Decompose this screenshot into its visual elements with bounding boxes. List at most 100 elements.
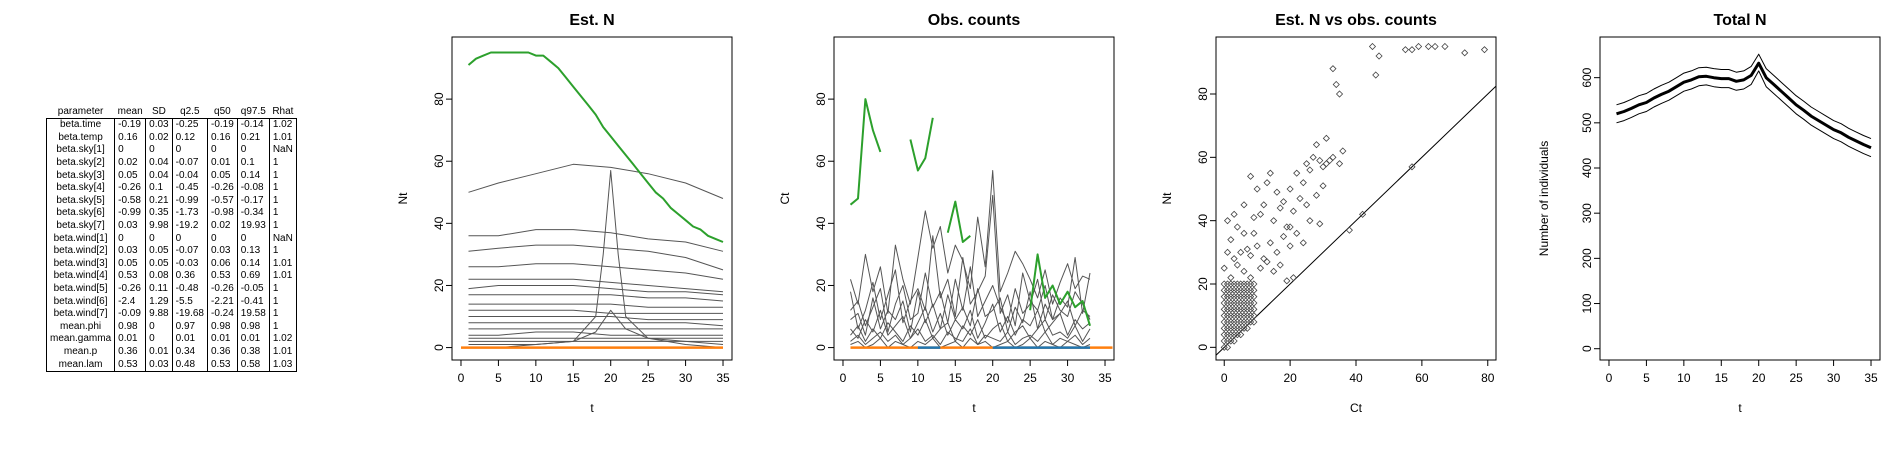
table-cell: 0.01 xyxy=(206,156,238,170)
scatter-point xyxy=(1227,274,1235,282)
scatter-point xyxy=(1306,166,1314,174)
table-cell: 0.01 xyxy=(145,345,173,359)
table-cell: -0.19 xyxy=(114,118,146,132)
table-cell: -0.41 xyxy=(236,295,270,308)
scatter-point xyxy=(1227,236,1235,244)
table-cell: -19.2 xyxy=(171,219,208,233)
scatter-point xyxy=(1223,299,1232,307)
scatter-point xyxy=(1223,312,1232,320)
scatter-point xyxy=(1220,331,1228,339)
scatter-point xyxy=(1299,239,1307,247)
scatter-point xyxy=(1250,229,1258,237)
table-cell: 0.98 xyxy=(114,320,146,334)
table-cell: 0.02 xyxy=(206,219,238,233)
scatter-point xyxy=(1250,312,1258,320)
table-row: mean.p 0.36 0.01 0.34 0.36 0.38 1.01 xyxy=(47,345,297,359)
y-tick-label: 20 xyxy=(1196,277,1210,291)
scatter-point xyxy=(1431,42,1439,51)
table-cell: -2.4 xyxy=(114,295,146,308)
scatter-point xyxy=(1237,248,1245,256)
parameter-name-cell: beta.wind[1] xyxy=(53,232,108,244)
table-cell: 0.48 xyxy=(171,358,208,372)
table-cell: 0 xyxy=(236,144,270,157)
table-cell: -0.98 xyxy=(206,207,238,220)
series-line xyxy=(468,303,723,308)
scatter-point xyxy=(1250,280,1258,288)
y-axis-label: Number of individuals xyxy=(1537,141,1551,256)
chart-title: Est. N xyxy=(569,12,614,29)
scatter-point xyxy=(1227,331,1235,339)
table-cell: 0.08 xyxy=(145,270,173,283)
scatter-point xyxy=(1319,182,1327,190)
table-cell: -1.73 xyxy=(171,207,208,220)
x-tick-label: 25 xyxy=(1023,371,1037,385)
table-cell: 0 xyxy=(171,144,208,157)
scatter-point xyxy=(1293,169,1301,177)
table-header-cell: mean xyxy=(117,106,143,117)
scatter-point xyxy=(1424,42,1433,51)
table-cell: 0.01 xyxy=(236,333,270,346)
scatter-point xyxy=(1322,134,1330,142)
table-cell: 0.53 xyxy=(114,358,146,372)
x-tick-label: 25 xyxy=(1789,371,1803,385)
table-cell: -0.24 xyxy=(206,307,238,321)
table-cell: -0.14 xyxy=(236,118,270,132)
scatter-point xyxy=(1326,156,1334,165)
scatter-point xyxy=(1250,293,1258,301)
scatter-point xyxy=(1332,80,1340,89)
scatter-point xyxy=(1230,255,1238,263)
y-tick-label: 60 xyxy=(814,154,828,168)
scatter-point xyxy=(1243,305,1251,313)
x-tick-label: 0 xyxy=(1221,371,1228,385)
table-cell: NaN xyxy=(268,144,297,157)
series-line xyxy=(468,278,724,293)
parameter-name-cell: beta.wind[4] xyxy=(53,270,108,282)
upper-ci-line xyxy=(1616,53,1872,140)
table-cell: 0 xyxy=(145,320,173,334)
series-line xyxy=(850,170,1091,314)
table-cell: -5.5 xyxy=(171,295,208,308)
series-line xyxy=(468,294,724,302)
scatter-point xyxy=(1253,242,1261,250)
scatter-point xyxy=(1339,147,1347,155)
est-n-vs-obs-counts-chart: Est. N vs obs. counts 0 20 40 60 80 0 20 40 60 80 C… xyxy=(1160,12,1497,415)
scatter-point xyxy=(1233,299,1241,307)
parameter-name-cell: beta.sky[4] xyxy=(56,182,105,194)
chart-title: Est. N vs obs. counts xyxy=(1275,12,1437,29)
x-tick-label: 20 xyxy=(1283,371,1297,385)
scatter-point xyxy=(1243,286,1251,294)
table-cell: -0.26 xyxy=(114,282,146,296)
scatter-point xyxy=(1247,305,1255,313)
scatter-point xyxy=(1316,220,1324,228)
table-cell: 1.02 xyxy=(268,118,297,132)
y-tick-label: 80 xyxy=(1196,87,1210,101)
table-cell: 0.69 xyxy=(236,270,270,283)
scatter-point xyxy=(1270,217,1278,225)
scatter-point xyxy=(1237,280,1245,288)
obs-counts-chart: Obs. counts 0 5 10 15 20 25 30 35 0 20 40 60 80 t Ct xyxy=(778,12,1115,415)
table-cell: -0.17 xyxy=(236,194,270,208)
table-cell: 0 xyxy=(114,232,146,245)
x-axis-label: t xyxy=(590,401,594,415)
scatter-point xyxy=(1372,71,1380,79)
scatter-point xyxy=(1243,293,1251,301)
table-cell: 0 xyxy=(145,144,173,157)
table-header-cell: SD xyxy=(151,106,166,117)
table-row: beta.sky[2] 0.02 0.04 -0.07 0.01 0.1 1 xyxy=(47,156,297,170)
table-cell: 0.53 xyxy=(206,358,238,372)
scatter-point xyxy=(1461,49,1469,57)
parameter-name-cell: mean.lam xyxy=(58,358,103,370)
table-cell: 0.05 xyxy=(145,244,173,258)
scatter-point xyxy=(1286,242,1294,250)
scatter-point xyxy=(1276,261,1284,269)
table-cell: 0.03 xyxy=(145,358,173,372)
table-cell: -19.68 xyxy=(171,307,208,321)
table-cell: NaN xyxy=(268,232,297,245)
scatter-point xyxy=(1237,318,1245,326)
table-cell: 0.14 xyxy=(236,169,270,182)
scatter-point xyxy=(1441,42,1449,51)
scatter-point xyxy=(1237,305,1245,313)
scatter-point xyxy=(1309,153,1317,161)
table-row: beta.temp 0.16 0.02 0.12 0.16 0.21 1.01 xyxy=(47,131,297,145)
scatter-point xyxy=(1283,223,1291,231)
